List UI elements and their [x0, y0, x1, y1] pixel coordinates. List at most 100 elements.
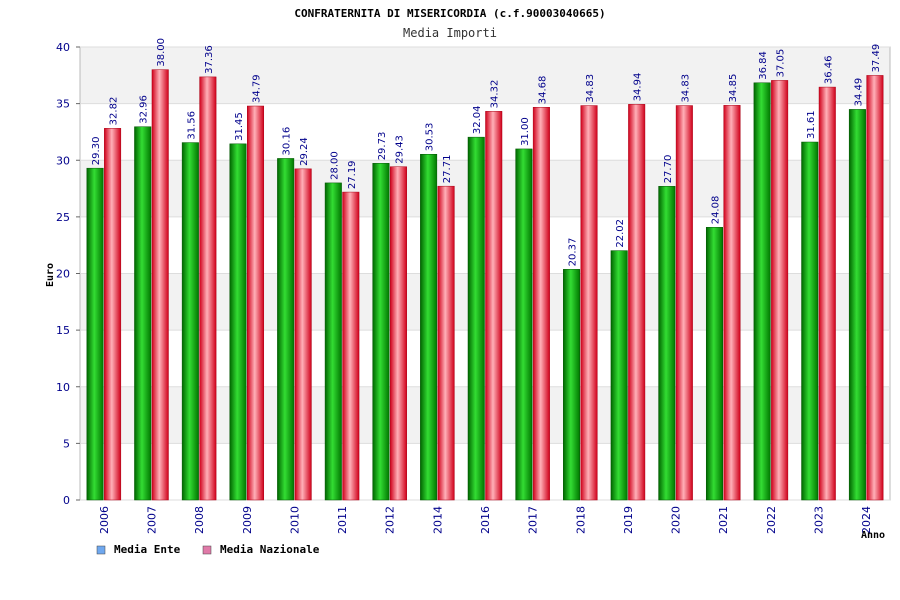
legend-swatch-nazionale	[202, 545, 212, 555]
bar-media-nazionale	[675, 105, 693, 501]
bar-value-label: 34.85	[728, 74, 739, 103]
y-tick-label: 30	[56, 154, 70, 167]
bar-value-label: 29.30	[91, 137, 102, 166]
x-tick-label: 2009	[241, 506, 254, 534]
bar-media-ente	[86, 167, 104, 501]
x-tick-label: 2020	[670, 506, 683, 534]
bar-value-label: 34.32	[490, 80, 501, 109]
bar-media-nazionale	[294, 168, 312, 501]
y-axis-label: Euro	[45, 263, 56, 287]
bar-value-label: 31.56	[186, 111, 197, 140]
bar-media-ente	[563, 269, 581, 501]
bar-media-nazionale	[723, 105, 741, 501]
bar-value-label: 32.96	[139, 95, 150, 124]
bar-value-label: 34.68	[537, 76, 548, 105]
bar-value-label: 28.00	[329, 151, 340, 180]
bar-value-label: 37.49	[871, 44, 882, 73]
bar-media-nazionale	[151, 69, 169, 501]
bar-media-ente	[848, 109, 866, 501]
bar-media-nazionale	[771, 80, 789, 501]
bar-media-nazionale	[199, 76, 217, 501]
bar-media-nazionale	[437, 185, 455, 501]
x-tick-label: 2017	[527, 506, 540, 534]
chart-subtitle: Media Importi	[403, 26, 497, 40]
bar-media-ente	[753, 82, 771, 501]
bar-media-nazionale	[485, 111, 503, 501]
y-axis-ticks: 0 5 10 15 20 25 30 35 40	[56, 41, 80, 507]
bar-value-label: 34.83	[585, 74, 596, 103]
y-tick-label: 0	[63, 494, 70, 507]
legend-label-ente: Media Ente	[114, 543, 181, 556]
y-tick-label: 35	[56, 98, 70, 111]
bar-media-nazionale	[532, 106, 550, 501]
bar-value-label: 31.61	[806, 110, 817, 139]
bar-media-nazionale	[389, 166, 407, 501]
bar-value-label: 30.53	[425, 123, 436, 152]
bar-value-label: 37.36	[204, 45, 215, 74]
bar-media-ente	[229, 143, 247, 501]
legend-label-nazionale: Media Nazionale	[220, 543, 320, 556]
bar-media-ente	[277, 158, 295, 501]
y-tick-label: 10	[56, 381, 70, 394]
bar-value-label: 29.73	[377, 132, 388, 161]
bar-value-label: 24.08	[710, 196, 721, 225]
bar-value-label: 34.79	[252, 74, 263, 103]
x-tick-label: 2014	[431, 506, 444, 534]
bar-media-ente	[515, 148, 533, 501]
x-tick-label: 2021	[717, 506, 730, 534]
bar-media-ente	[705, 227, 723, 501]
bar-media-ente	[372, 163, 390, 501]
bar-media-ente	[134, 126, 152, 501]
bar-value-label: 29.43	[394, 135, 405, 164]
x-axis-ticks: 2006 2007 2008 2009 2010 2011 2012 2014 2016 2017…	[98, 506, 873, 534]
bar-value-label: 32.04	[472, 106, 483, 135]
bar-value-label: 38.00	[156, 38, 167, 67]
bar-value-label: 34.83	[680, 74, 691, 103]
x-axis-label: Anno	[861, 530, 885, 541]
x-tick-label: 2018	[574, 506, 587, 534]
y-tick-label: 40	[56, 41, 70, 54]
bar-media-nazionale	[104, 128, 122, 501]
x-tick-label: 2022	[765, 506, 778, 534]
bar-media-nazionale	[866, 75, 884, 501]
bar-value-label: 22.02	[615, 219, 626, 248]
x-tick-label: 2008	[193, 506, 206, 534]
x-tick-label: 2007	[145, 506, 158, 534]
x-tick-label: 2011	[336, 506, 349, 534]
bar-value-label: 32.82	[109, 97, 120, 126]
bar-value-label: 34.94	[633, 73, 644, 102]
chart-title: CONFRATERNITA DI MISERICORDIA (c.f.90003…	[294, 7, 605, 20]
x-tick-label: 2010	[288, 506, 301, 534]
x-tick-label: 2006	[98, 506, 111, 534]
bar-value-label: 27.70	[663, 155, 674, 184]
y-tick-label: 25	[56, 211, 70, 224]
legend: Media Ente Media Nazionale	[96, 543, 320, 556]
bar-value-label: 31.45	[234, 112, 245, 141]
bar-media-ente	[420, 153, 438, 501]
y-tick-label: 5	[63, 437, 70, 450]
bar-value-label: 27.19	[347, 160, 358, 189]
bar-media-nazionale	[247, 105, 265, 501]
bar-value-label: 29.24	[299, 137, 310, 166]
bar-value-label: 36.46	[823, 55, 834, 84]
x-tick-label: 2023	[813, 506, 826, 534]
y-tick-label: 15	[56, 324, 70, 337]
y-tick-label: 20	[56, 268, 70, 281]
x-tick-label: 2024	[860, 506, 873, 534]
bar-media-ente	[658, 186, 676, 501]
bar-value-label: 34.49	[853, 78, 864, 107]
bar-value-label: 31.00	[520, 117, 531, 146]
bar-media-ente	[181, 142, 199, 501]
bar-value-label: 20.37	[568, 238, 579, 267]
bars	[86, 69, 884, 501]
bar-value-label: 30.16	[282, 127, 293, 156]
x-tick-label: 2012	[384, 506, 397, 534]
bar-value-label: 27.71	[442, 155, 453, 184]
bar-media-nazionale	[818, 86, 836, 501]
x-tick-label: 2016	[479, 506, 492, 534]
bar-media-ente	[467, 136, 485, 501]
bar-value-label: 37.05	[776, 49, 787, 78]
bar-media-nazionale	[628, 104, 646, 501]
legend-swatch-ente	[96, 545, 106, 555]
value-labels: 29.30 32.82 32.96 38.00 31.56 37.36 31.45 34.79…	[91, 38, 882, 266]
